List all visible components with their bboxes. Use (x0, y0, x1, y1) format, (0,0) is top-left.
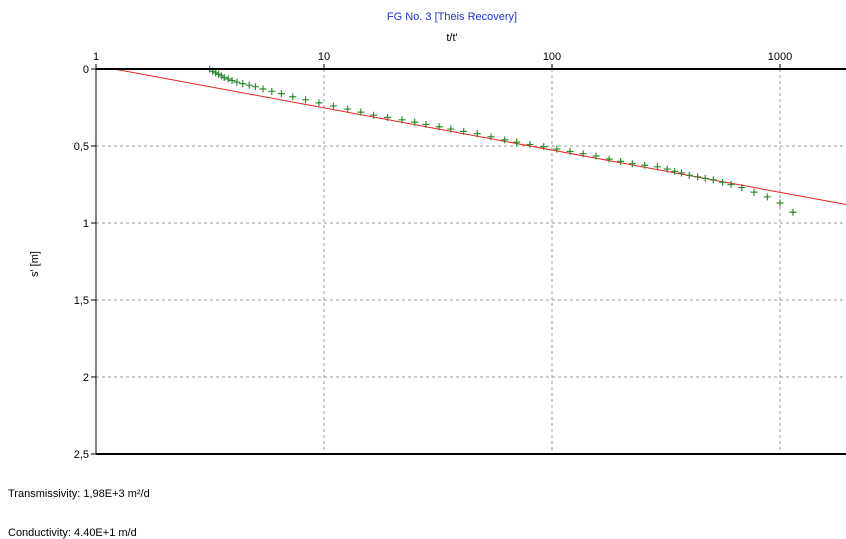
data-point (709, 176, 717, 184)
data-points (206, 65, 797, 216)
data-point (605, 155, 613, 163)
data-point (727, 181, 735, 188)
data-point (663, 165, 671, 173)
data-point (540, 143, 548, 151)
data-point (435, 123, 443, 131)
data-point (370, 111, 378, 119)
data-point (239, 80, 247, 88)
fit-line-layer (113, 68, 846, 206)
data-point (384, 114, 392, 122)
x-axis-label: t/t' (446, 32, 457, 44)
data-point (628, 160, 636, 168)
y-tick-label: 0,5 (74, 141, 89, 153)
data-point (685, 171, 693, 179)
data-point (224, 75, 232, 83)
y-tick-label: 1,5 (74, 295, 89, 307)
data-point (411, 118, 419, 126)
data-point (302, 96, 310, 104)
data-point (422, 120, 430, 128)
data-point (233, 78, 241, 86)
data-point (738, 184, 746, 192)
tick-labels: 1 10 100 1000 0 0,5 1 1,5 2 2,5 (74, 51, 793, 461)
transmissivity-readout: Transmissivity: 1,98E+3 m²/d (8, 488, 150, 500)
y-tick-label: 1 (83, 218, 89, 230)
data-point (245, 81, 253, 89)
data-point (678, 169, 686, 177)
grid (96, 69, 846, 454)
data-point (526, 140, 534, 148)
data-point (789, 208, 797, 216)
y-tick-label: 0 (83, 64, 89, 76)
chart-title: FG No. 3 [Theis Recovery] (387, 11, 517, 23)
data-point (763, 193, 771, 201)
data-point (776, 199, 784, 207)
y-tick-label: 2 (83, 372, 89, 384)
y-axis-label: s' [m] (29, 251, 41, 277)
data-point (289, 93, 297, 101)
data-point (671, 167, 679, 175)
x-tick-label: 1 (93, 51, 99, 63)
fit-line (113, 68, 846, 206)
data-point (259, 85, 267, 93)
y-tick-label: 2,5 (74, 449, 89, 461)
data-point (251, 83, 259, 91)
data-point (487, 133, 495, 141)
data-point (694, 173, 702, 181)
data-point (653, 163, 661, 171)
data-point (460, 127, 468, 135)
data-point (329, 102, 337, 110)
data-point (719, 178, 727, 186)
data-point (220, 73, 228, 81)
data-point (344, 105, 352, 113)
data-point (357, 108, 365, 116)
data-point (513, 138, 521, 146)
data-point (592, 152, 600, 160)
data-point (447, 125, 455, 133)
data-point (566, 147, 574, 155)
conductivity-readout: Conductivity: 4.40E+1 m/d (8, 527, 137, 539)
x-tick-label: 10 (318, 51, 330, 63)
data-point (750, 188, 758, 196)
data-point (398, 116, 406, 124)
plot-frame (95, 68, 846, 455)
data-point (501, 136, 509, 144)
data-point (268, 87, 276, 95)
data-point (617, 157, 625, 165)
data-point (641, 161, 649, 169)
data-point (473, 130, 481, 138)
x-tick-label: 1000 (768, 51, 792, 63)
data-point (228, 77, 236, 85)
data-point (579, 150, 587, 158)
data-point (701, 174, 709, 182)
x-tick-label: 100 (543, 51, 561, 63)
data-point (277, 90, 285, 98)
data-point (315, 99, 323, 107)
data-point (553, 145, 561, 153)
